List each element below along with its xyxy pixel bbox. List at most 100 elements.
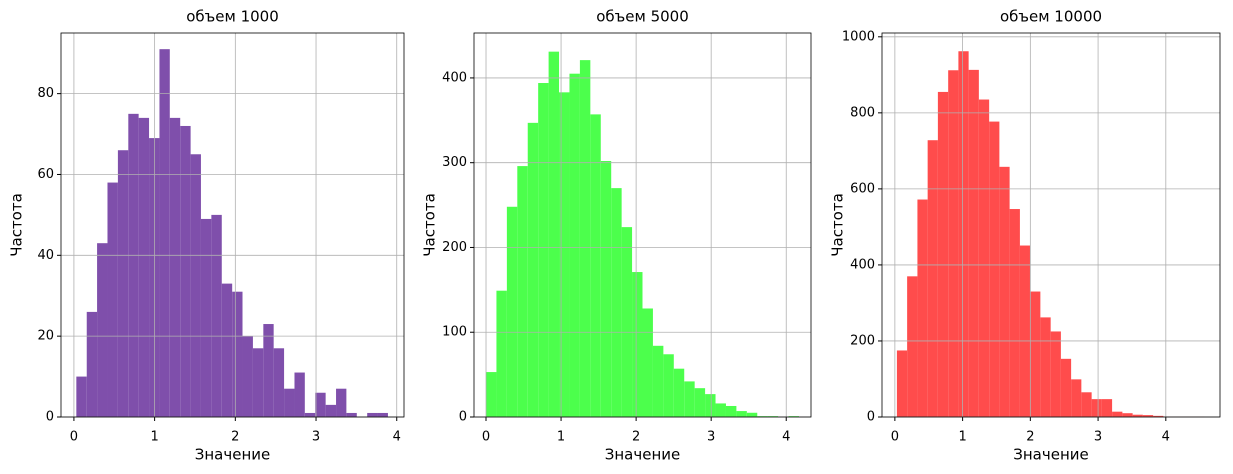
- bar: [169, 117, 181, 417]
- bar: [999, 166, 1010, 417]
- x-tick-label: 1: [958, 430, 966, 445]
- y-tick-label: 600: [850, 181, 875, 196]
- bar: [263, 324, 274, 417]
- bar: [757, 416, 768, 417]
- bar: [917, 199, 928, 417]
- bar: [1009, 209, 1020, 417]
- y-tick-label: 80: [37, 86, 54, 101]
- bar: [767, 416, 779, 417]
- bar: [611, 188, 622, 417]
- x-tick-label: 3: [312, 430, 320, 445]
- y-tick-label: 400: [850, 257, 875, 272]
- bar: [97, 243, 108, 417]
- bar: [978, 99, 990, 417]
- x-tick-label: 3: [707, 430, 715, 445]
- y-tick-label: 0: [459, 410, 467, 425]
- bar: [559, 92, 570, 418]
- bar: [180, 125, 191, 418]
- bar: [1019, 245, 1031, 417]
- bar: [746, 412, 758, 417]
- bar: [315, 392, 326, 417]
- bar: [496, 290, 507, 417]
- chart-title: объем 10000: [1000, 8, 1102, 26]
- bar: [1091, 399, 1102, 417]
- bar: [252, 348, 264, 417]
- y-tick-label: 40: [37, 248, 54, 263]
- bar: [715, 403, 726, 417]
- y-tick-label: 400: [442, 70, 467, 85]
- y-tick-label: 20: [37, 329, 54, 344]
- bar: [242, 336, 253, 417]
- bar: [1153, 415, 1164, 417]
- y-tick-label: 60: [37, 167, 54, 182]
- bar: [621, 227, 633, 417]
- bar: [346, 412, 357, 417]
- x-tick-label: 2: [632, 430, 640, 445]
- bar: [200, 218, 212, 417]
- bar: [907, 276, 918, 417]
- x-tick-label: 0: [891, 430, 899, 445]
- bar: [1101, 399, 1113, 417]
- bar: [1132, 414, 1143, 417]
- bar: [377, 412, 388, 417]
- x-tick-label: 0: [70, 430, 78, 445]
- x-tick-label: 0: [482, 430, 490, 445]
- bar: [652, 345, 664, 417]
- bar: [896, 350, 908, 417]
- bar: [958, 51, 969, 417]
- x-tick-label: 4: [393, 430, 401, 445]
- bar: [1122, 413, 1133, 417]
- bar: [221, 283, 233, 417]
- bar: [642, 308, 653, 417]
- bar: [590, 114, 601, 417]
- bar: [705, 394, 716, 417]
- bar: [128, 113, 139, 417]
- bar: [1071, 379, 1082, 417]
- bar: [736, 411, 747, 417]
- bar: [107, 182, 118, 417]
- bar: [159, 49, 170, 417]
- bar: [517, 166, 528, 417]
- x-axis-label: Значение: [195, 446, 271, 464]
- bar: [117, 150, 129, 417]
- y-tick-label: 0: [867, 410, 875, 425]
- bar: [569, 73, 580, 417]
- axes-frame: [473, 32, 812, 418]
- bar: [989, 121, 1000, 418]
- y-tick-label: 300: [442, 155, 467, 170]
- bar: [927, 140, 938, 418]
- chart-title: объем 1000: [186, 8, 279, 26]
- x-tick-label: 4: [1162, 430, 1170, 445]
- x-tick-label: 2: [231, 430, 239, 445]
- bar: [968, 69, 979, 417]
- bar: [538, 83, 549, 417]
- bar: [600, 161, 612, 417]
- bar: [673, 368, 685, 417]
- bar: [367, 412, 378, 417]
- bar: [632, 272, 643, 417]
- y-axis-label: Частота: [8, 193, 26, 257]
- y-tick-label: 200: [850, 333, 875, 348]
- bar: [1081, 392, 1092, 417]
- bar: [1112, 411, 1123, 417]
- axes-frame: [60, 32, 405, 418]
- axes-frame: [881, 32, 1221, 418]
- bar: [1040, 317, 1051, 417]
- x-axis-label: Значение: [605, 446, 681, 464]
- bar: [336, 388, 347, 417]
- bar: [273, 348, 285, 417]
- bar: [948, 70, 959, 418]
- bar: [1050, 331, 1061, 417]
- bar: [548, 51, 560, 417]
- x-tick-label: 3: [1094, 430, 1102, 445]
- bar: [579, 60, 591, 418]
- x-tick-label: 1: [150, 430, 158, 445]
- bar: [1060, 358, 1072, 417]
- bar: [86, 311, 98, 417]
- bar: [937, 91, 949, 417]
- bar: [232, 291, 243, 417]
- x-axis-label: Значение: [1013, 446, 1089, 464]
- bar: [304, 412, 316, 417]
- bar: [725, 405, 737, 417]
